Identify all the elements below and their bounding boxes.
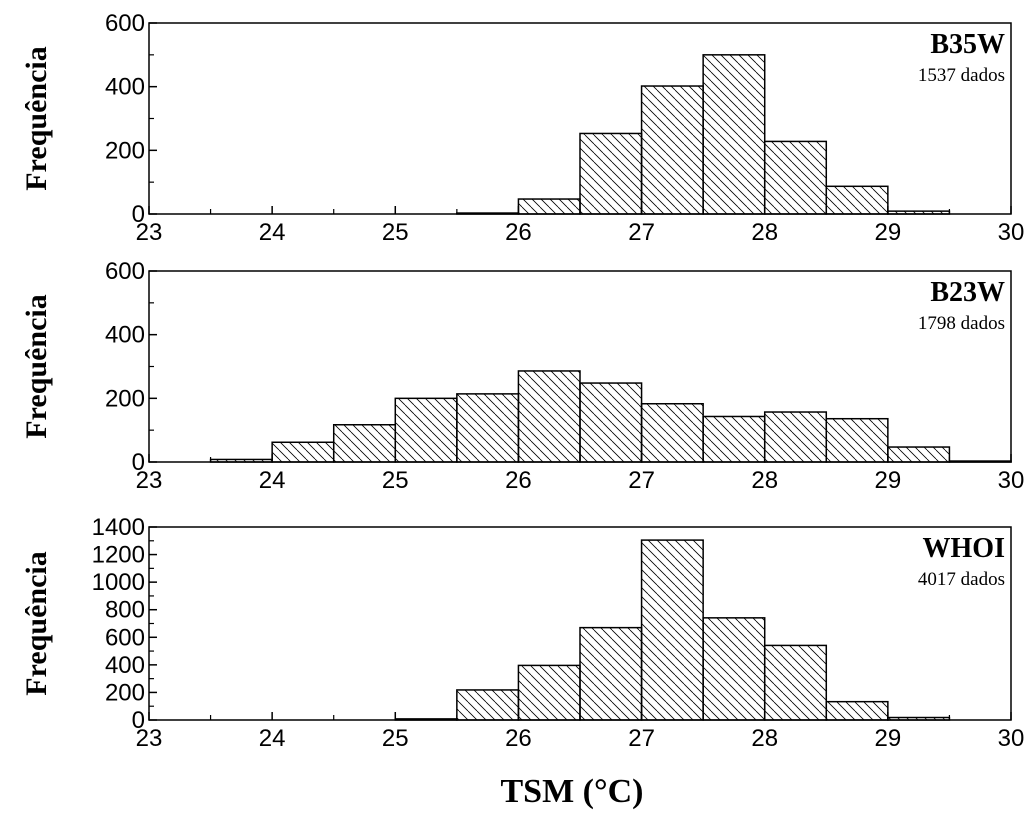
histogram-bar-b35w (517, 198, 581, 215)
panel-count-b23w: 1798 dados (918, 313, 1005, 334)
histogram-bar-b23w (456, 393, 520, 463)
y-tick-label: 600 (105, 10, 145, 37)
y-axis-label-b35w: Frequência (20, 46, 53, 190)
histogram-bar-b35w (702, 54, 766, 215)
y-tick-label: 800 (105, 597, 145, 624)
x-tick-label: 24 (259, 467, 286, 494)
panel-b23w: 0 200 400 600 23 24 25 26 27 28 29 30 B23W 1798 dad… (20, 258, 1024, 494)
histogram-bar-b23w (640, 402, 704, 463)
y-tick-label: 1000 (92, 569, 145, 596)
y-tick-label: 200 (105, 137, 145, 164)
histogram-bar-whoi (825, 700, 889, 721)
histogram-bar-b35w (825, 185, 889, 215)
histogram-bar-b35w (579, 132, 643, 215)
x-tick-label: 26 (505, 725, 532, 752)
x-tick-label: 28 (751, 725, 778, 752)
x-tick-label: 29 (875, 467, 902, 494)
histogram-bar-b23w (887, 446, 951, 463)
y-tick-label: 400 (105, 74, 145, 101)
x-tick-label: 30 (998, 219, 1025, 246)
x-tick-label: 25 (382, 467, 409, 494)
x-tick-label: 23 (136, 467, 163, 494)
x-tick-label: 27 (628, 219, 655, 246)
histogram-bar-b23w (394, 397, 458, 463)
bars-b35w (456, 54, 951, 215)
y-tick-label: 200 (105, 385, 145, 412)
histogram-bar-whoi (579, 626, 643, 721)
x-tick-label: 25 (382, 725, 409, 752)
x-tick-label: 25 (382, 219, 409, 246)
panel-count-whoi: 4017 dados (918, 569, 1005, 590)
y-tick-label: 1400 (92, 514, 145, 541)
histogram-bar-b35w (640, 85, 704, 215)
panel-title-whoi: WHOI (923, 533, 1005, 564)
x-tick-label: 27 (628, 725, 655, 752)
y-axis-label-b23w: Frequência (20, 294, 53, 438)
x-tick-label: 29 (875, 725, 902, 752)
histogram-bar-b23w (825, 417, 889, 463)
histogram-bar-b23w (763, 411, 828, 463)
y-tick-label: 600 (105, 258, 145, 285)
x-tick-label: 23 (136, 725, 163, 752)
histogram-bar-b23w (332, 424, 397, 463)
x-tick-label: 24 (259, 219, 286, 246)
histogram-bar-whoi (517, 664, 581, 721)
histogram-bar-whoi (640, 539, 704, 721)
ticks-b35w: 0 200 400 600 23 24 25 26 27 28 29 30 (105, 10, 1024, 246)
x-tick-label: 26 (505, 219, 532, 246)
x-tick-label: 24 (259, 725, 286, 752)
y-tick-label: 200 (105, 679, 145, 706)
x-tick-label: 28 (751, 219, 778, 246)
histogram-bar-b23w (271, 441, 335, 463)
x-axis-label: TSM (°C) (501, 773, 644, 810)
y-axis-label-whoi: Frequência (20, 551, 53, 695)
x-tick-label: 23 (136, 219, 163, 246)
y-tick-label: 400 (105, 652, 145, 679)
x-tick-label: 26 (505, 467, 532, 494)
y-tick-label: 0 (132, 449, 145, 476)
x-tick-label: 28 (751, 467, 778, 494)
bars-whoi (394, 539, 951, 721)
x-tick-label: 30 (998, 725, 1025, 752)
panel-title-b23w: B23W (930, 277, 1005, 308)
histogram-bar-b35w (763, 140, 828, 215)
histogram-bar-b23w (702, 415, 766, 463)
y-tick-label: 0 (132, 201, 145, 228)
y-tick-label: 0 (132, 707, 145, 734)
histogram-bar-whoi (763, 644, 828, 721)
x-tick-label: 27 (628, 467, 655, 494)
x-tick-label: 29 (875, 219, 902, 246)
histogram-bar-b23w (517, 370, 581, 463)
panel-b35w: 0 200 400 600 23 24 25 26 27 28 29 30 B35W 1537 dad… (20, 10, 1024, 246)
bars-b23w (209, 370, 1012, 463)
histogram-bar-whoi (702, 617, 766, 721)
ticks-b23w: 0 200 400 600 23 24 25 26 27 28 29 30 (105, 258, 1024, 494)
histogram-bar-b23w (579, 382, 643, 463)
panel-title-b35w: B35W (930, 29, 1005, 60)
panel-count-b35w: 1537 dados (918, 65, 1005, 86)
y-tick-label: 600 (105, 624, 145, 651)
y-tick-label: 1200 (92, 542, 145, 569)
y-tick-label: 400 (105, 322, 145, 349)
x-tick-label: 30 (998, 467, 1025, 494)
histogram-bar-whoi (456, 689, 520, 721)
